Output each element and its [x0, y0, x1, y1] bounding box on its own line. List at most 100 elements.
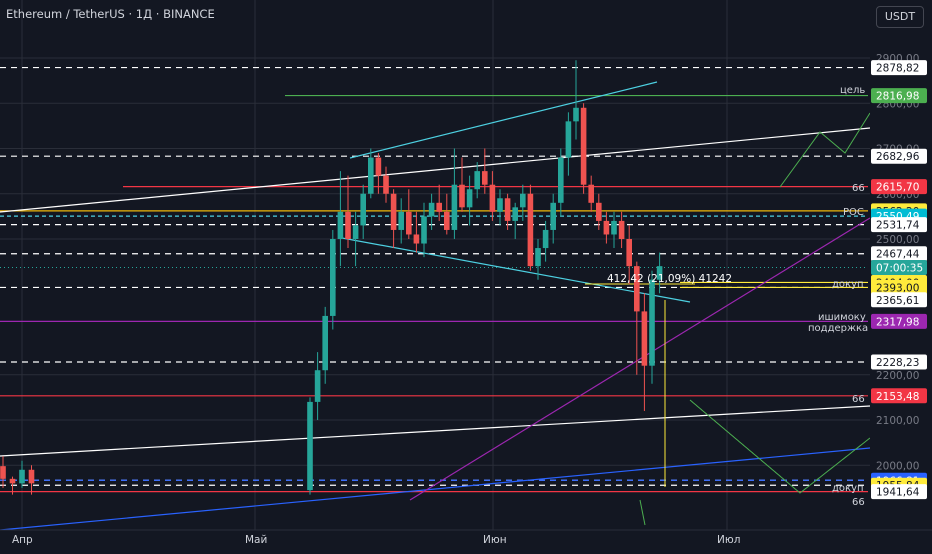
- candle-body-35: [542, 229, 549, 249]
- candle-body-39: [573, 107, 579, 122]
- price-label-8: 07:00:35: [876, 263, 923, 275]
- candle-body-13: [375, 157, 382, 176]
- price-label-17: 1941,64: [876, 487, 920, 499]
- price-label-10: 2393,00: [876, 282, 919, 294]
- price-label-box-0: [871, 60, 927, 76]
- green-projection-top: [779, 112, 871, 188]
- annotation-support: поддержка: [808, 323, 868, 334]
- candle-body-19: [421, 216, 427, 244]
- price-label-7: 2467,44: [876, 249, 920, 261]
- price-label-box-14: [871, 388, 927, 404]
- x-tick-label-1: Май: [245, 534, 267, 546]
- candle-body-27: [482, 171, 488, 185]
- candle-body-42: [596, 202, 602, 221]
- grid-lines: [0, 0, 870, 530]
- y-tick-label-0: 2000,00: [876, 460, 919, 472]
- candle-body-11: [360, 193, 366, 226]
- candle-body-2: [19, 469, 25, 484]
- candle-body-26: [474, 171, 480, 190]
- candle-body-14: [383, 175, 389, 194]
- price-label-6: 2531,74: [876, 220, 920, 232]
- candle-body-9: [345, 211, 351, 239]
- candle-body-43: [603, 220, 610, 235]
- candle-body-31: [512, 207, 518, 221]
- price-label-11: 2365,61: [876, 295, 919, 307]
- candle-body-50: [656, 266, 663, 280]
- price-label-14: 2153,48: [876, 391, 919, 403]
- white-trendline-lower: [0, 405, 871, 457]
- price-label-0: 2878,82: [876, 63, 919, 75]
- level-lines: [0, 66, 868, 493]
- price-label-1: 2816,98: [876, 91, 919, 103]
- price-label-box-1: [871, 88, 927, 104]
- candle-body-45: [618, 220, 625, 239]
- candle-body-15: [390, 193, 397, 230]
- y-tick-label-3: 2500,00: [876, 234, 919, 246]
- price-label-box-7: [871, 246, 927, 262]
- white-trendline-upper: [0, 127, 871, 213]
- candle-body-4: [307, 401, 313, 491]
- candle-body-0: [0, 466, 6, 479]
- price-label-box-12: [871, 313, 927, 329]
- candle-body-30: [504, 198, 511, 221]
- candle-body-36: [550, 202, 556, 230]
- annotation-66-3: 66: [852, 497, 865, 508]
- candle-body-32: [520, 193, 526, 208]
- candle-body-46: [626, 239, 632, 267]
- candle-body-28: [489, 184, 496, 212]
- candle-body-34: [535, 248, 541, 267]
- candle-body-17: [406, 211, 412, 235]
- candle-body-3: [28, 469, 35, 484]
- annotation-poc: POC: [843, 207, 864, 218]
- price-label-box-2: [871, 148, 927, 164]
- cyan-channel-bottom: [341, 237, 691, 303]
- annotations: цель 66 POC докуп ишимоку поддержка 66 д…: [607, 85, 868, 508]
- price-label-box-13: [871, 354, 927, 370]
- y-axis[interactable]: 2000,002100,002200,002500,002600,002700,…: [870, 0, 932, 530]
- annotation-66-2: 66: [852, 394, 865, 405]
- x-tick-label-2: Июн: [483, 534, 507, 546]
- chart-title: Ethereum / TetherUS · 1Д · BINANCE: [6, 7, 215, 21]
- green-tail: [639, 499, 646, 526]
- price-label-box-3: [871, 179, 927, 195]
- candle-body-7: [330, 239, 336, 316]
- currency-button[interactable]: USDT: [876, 6, 924, 28]
- measure-label: 412,42 (21,09%) 41242: [607, 273, 732, 285]
- candle-body-12: [368, 157, 374, 194]
- green-projection-bottom: [689, 399, 871, 494]
- candle-body-41: [588, 184, 594, 203]
- candle-body-49: [649, 279, 655, 366]
- candle-body-8: [337, 211, 344, 239]
- annotation-66-1: 66: [852, 183, 865, 194]
- candle-body-23: [451, 184, 458, 230]
- annotation-target: цель: [840, 85, 865, 96]
- candle-body-40: [580, 107, 587, 185]
- candle-body-18: [413, 234, 420, 244]
- candle-body-20: [428, 202, 435, 217]
- candle-body-24: [459, 184, 465, 208]
- candle-body-22: [444, 211, 450, 230]
- price-label-3: 2615,70: [876, 182, 919, 194]
- x-tick-label-0: Апр: [12, 534, 33, 546]
- candle-body-37: [558, 157, 564, 203]
- candle-body-5: [314, 370, 321, 402]
- candle-body-48: [641, 311, 648, 366]
- price-label-2: 2682,96: [876, 151, 920, 163]
- trend-lines: [0, 81, 871, 531]
- purple-trendline: [409, 217, 871, 501]
- price-label-box-8: [871, 260, 927, 276]
- x-axis[interactable]: Апр Май Июн Июл: [0, 529, 932, 550]
- price-label-box-6: [871, 217, 927, 233]
- x-tick-label-3: Июл: [717, 534, 740, 546]
- candle-body-6: [322, 315, 328, 371]
- y-tick-label-2: 2200,00: [876, 370, 919, 382]
- x-axis-panel: [0, 530, 932, 550]
- candle-body-44: [611, 220, 617, 235]
- price-label-13: 2228,23: [876, 357, 919, 369]
- candle-body-21: [436, 202, 442, 212]
- candle-body-16: [398, 211, 404, 230]
- cyan-channel-top: [349, 81, 658, 159]
